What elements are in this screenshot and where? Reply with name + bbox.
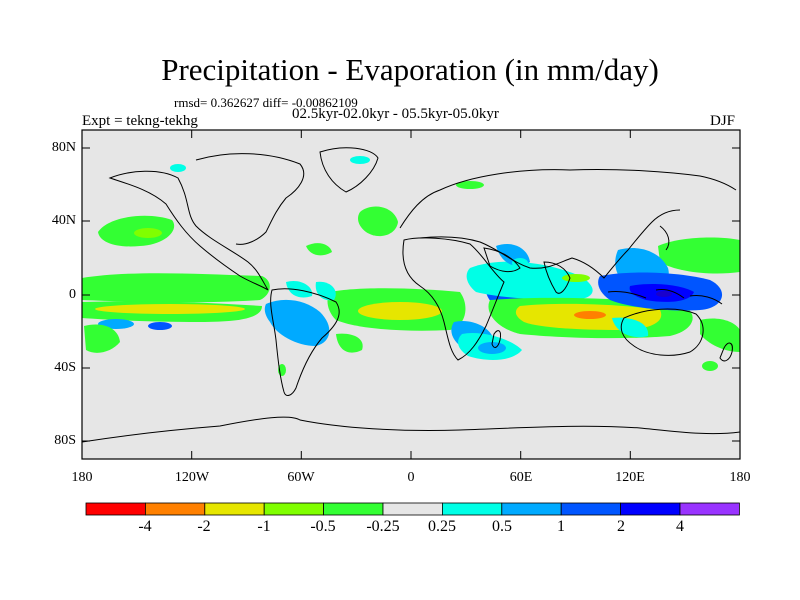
coastlines	[81, 147, 741, 443]
eurasia-coast	[399, 168, 737, 229]
nw-pacific-green	[658, 237, 740, 274]
lat-label-80n: 80N	[51, 140, 76, 155]
asia-south-coast	[419, 209, 681, 279]
colorbar-swatch	[560, 502, 622, 516]
arctic-cyan-2	[350, 156, 370, 164]
greenland-coast	[319, 147, 379, 193]
colorbar-swatch	[144, 502, 206, 516]
rmsd-diff-stats: rmsd= 0.362627 diff= -0.00862109	[174, 95, 358, 110]
japan-coast	[659, 225, 670, 251]
lon-label-0: 0	[407, 470, 415, 485]
north-america-east	[195, 153, 305, 245]
colorbar-label: 0.25	[428, 518, 456, 535]
lon-label-120w: 120W	[174, 470, 210, 485]
indian-ocean-orange	[574, 311, 606, 319]
colorbar-swatch	[679, 502, 740, 516]
arctic-cyan-1	[170, 164, 186, 172]
asia-green	[456, 181, 484, 189]
n-atlantic-green-2	[306, 243, 332, 256]
s-america-cyan-1	[286, 280, 313, 298]
s-america-blue	[264, 299, 330, 346]
maritime-purple	[656, 291, 672, 297]
colorbar-label: -0.5	[310, 518, 336, 535]
arabia-coast	[483, 247, 521, 273]
india-coast	[543, 261, 571, 294]
colorbar-label: -1	[257, 518, 271, 535]
n-pacific-lime	[134, 228, 162, 238]
colorbar-label: 0.5	[492, 518, 512, 535]
bay-of-bengal-green	[562, 274, 590, 282]
indonesia-coast	[607, 289, 723, 305]
new-zealand-coast	[719, 342, 733, 362]
season-label: DJF	[710, 113, 736, 129]
atlantic-yellow-core	[358, 302, 442, 320]
colorbar-label: 1	[557, 518, 565, 535]
colorbar-swatch	[85, 502, 146, 516]
colorbar-label: -0.25	[366, 518, 400, 535]
lat-label-40s: 40S	[54, 360, 76, 375]
africa-coast	[402, 237, 505, 361]
antarctica-coast	[81, 416, 741, 443]
colorbar-label: -4	[138, 518, 152, 535]
n-atlantic-green	[358, 206, 398, 237]
south-america-coast	[270, 288, 340, 396]
indian-ocean-cyan	[466, 261, 593, 300]
lat-label-40n: 40N	[51, 213, 76, 228]
e-pacific-yellow-core	[95, 304, 245, 314]
colorbar-swatch	[382, 502, 443, 516]
colorbar-swatch	[501, 502, 562, 516]
s-indian-green	[702, 361, 718, 371]
colorbar-swatch	[204, 502, 265, 516]
australia-cyan	[612, 317, 649, 338]
tropical-band-green	[82, 273, 270, 303]
experiment-label: Expt = tekng-tekhg	[82, 113, 198, 129]
lon-label-180w: 180	[71, 470, 93, 485]
plot-title: Precipitation - Evaporation (in mm/day)	[161, 52, 659, 87]
lon-label-120e: 120E	[615, 470, 645, 485]
period-label: 02.5kyr-02.0kyr - 05.5kyr-05.0kyr	[292, 106, 499, 122]
s-pacific-blue	[148, 322, 172, 330]
colorbar	[85, 502, 740, 516]
lat-label-0: 0	[69, 287, 76, 302]
lon-label-60e: 60E	[509, 470, 533, 485]
axis-ticks	[82, 130, 740, 459]
s-atlantic-green	[336, 333, 363, 353]
colorbar-label: 4	[676, 518, 684, 535]
australia-coast	[620, 308, 704, 356]
s-pacific-green	[84, 324, 120, 353]
colorbar-label: 2	[617, 518, 625, 535]
colorbar-swatch	[263, 502, 325, 516]
colorbar-swatch	[620, 502, 681, 516]
colorbar-swatch	[323, 502, 384, 516]
anomaly-fields	[82, 156, 740, 376]
madagascar-blue	[478, 342, 506, 354]
colorbar-label: -2	[197, 518, 211, 535]
lon-label-60w: 60W	[287, 470, 315, 485]
lat-label-80s: 80S	[54, 433, 76, 448]
madagascar-coast	[491, 330, 501, 348]
colorbar-swatch	[441, 502, 503, 516]
lon-label-180e: 180	[729, 470, 751, 485]
north-america-coast	[108, 170, 269, 291]
